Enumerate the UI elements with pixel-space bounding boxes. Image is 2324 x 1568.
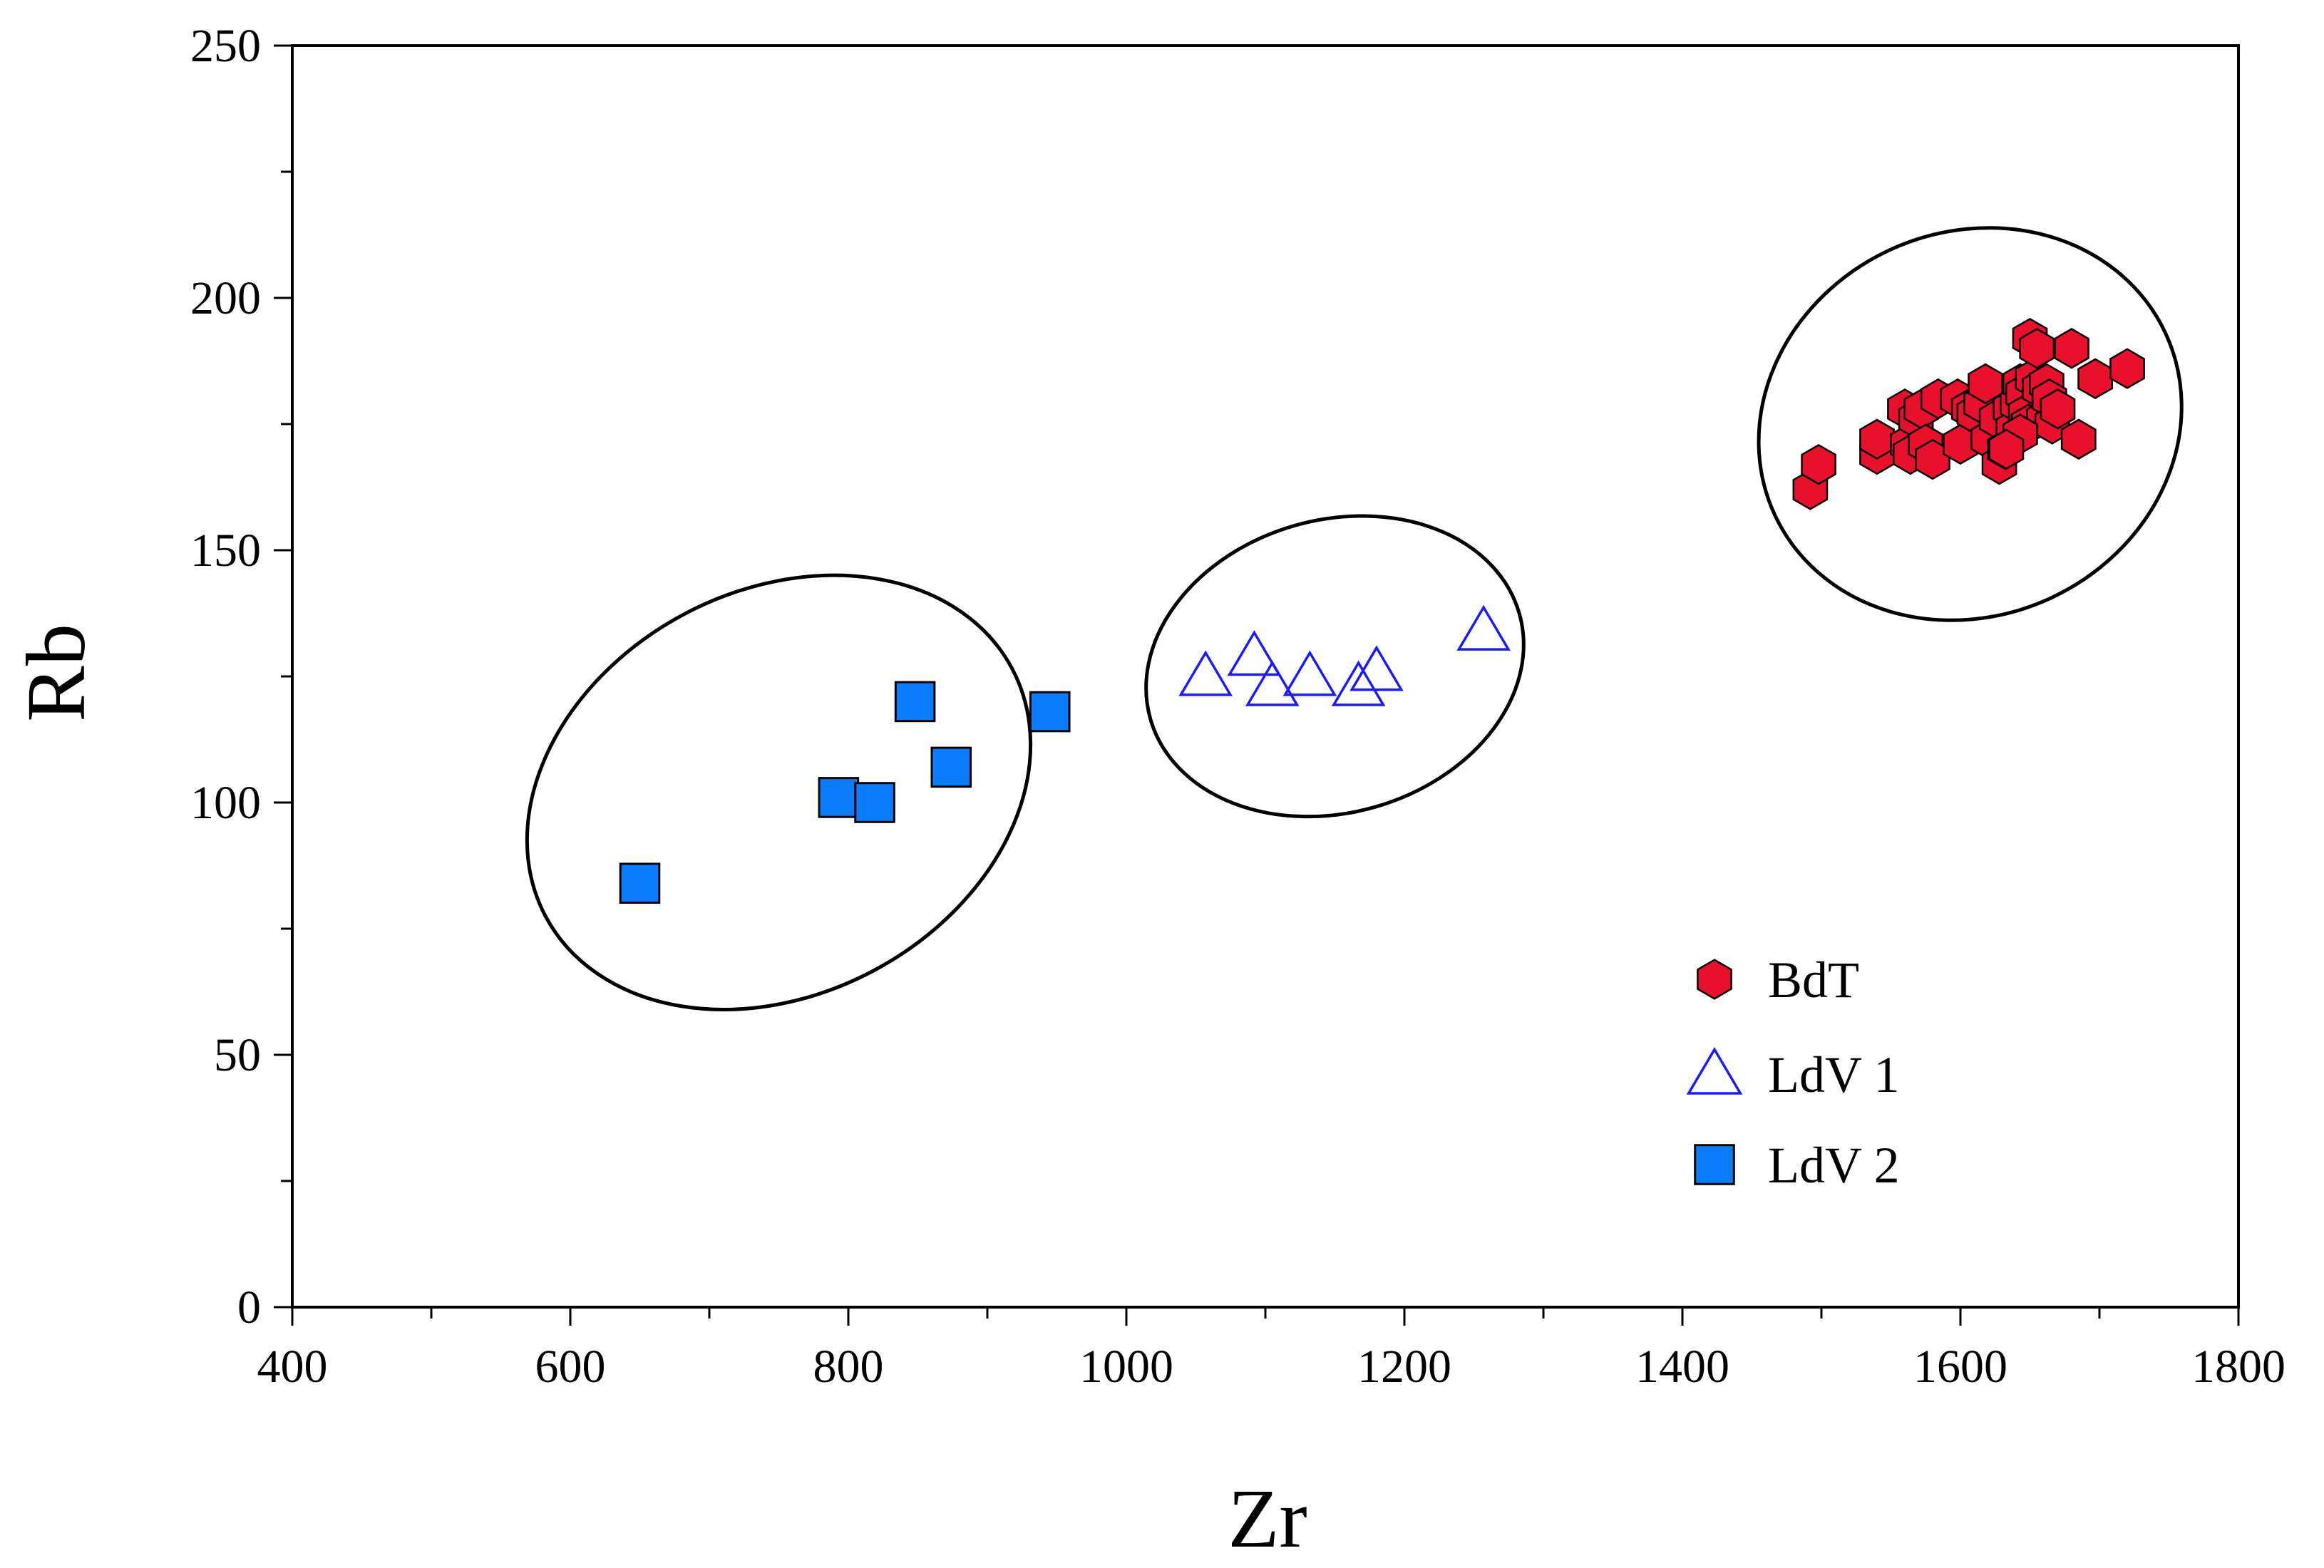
legend-label-bdt: BdT (1768, 951, 1859, 1009)
group-ellipse-ldv-2 (525, 573, 1033, 1011)
point-bdt (1988, 428, 2025, 470)
point-ldv-2 (930, 746, 972, 788)
point-ldv-2 (854, 782, 895, 823)
legend-label-ldv-2: LdV 2 (1768, 1137, 1900, 1194)
x-tick-label: 1600 (1913, 1341, 2007, 1393)
x-tick-label: 400 (257, 1341, 328, 1393)
point-ldv-1 (1456, 604, 1511, 651)
y-tick-label: 200 (190, 272, 261, 324)
y-tick-label: 50 (214, 1029, 261, 1081)
y-tick-label: 150 (190, 525, 261, 577)
y-tick-label: 250 (190, 20, 261, 72)
point-ldv-1 (1331, 660, 1386, 706)
point-ldv-1 (1245, 660, 1300, 706)
series-bdt (1792, 317, 2145, 510)
x-axis-title: Zr (1228, 1472, 1307, 1565)
point-ldv-1 (1227, 630, 1282, 676)
data-points (619, 317, 2145, 904)
point-bdt (2109, 348, 2145, 389)
group-ellipse-ldv-1 (1144, 514, 1526, 819)
point-ldv-2 (818, 777, 860, 818)
point-ldv-2 (894, 681, 936, 723)
x-axis: 400 600 800 1000 1200 1400 1600 1800 (257, 1307, 2286, 1393)
y-tick-label: 100 (190, 777, 261, 829)
point-bdt (1968, 363, 2003, 405)
y-axis: 0 50 100 150 200 250 (190, 20, 292, 1334)
group-ellipse-bdt (1757, 226, 2184, 622)
point-bdt (2060, 418, 2097, 460)
y-axis-title: Rb (9, 624, 103, 722)
y-tick-label: 0 (237, 1281, 261, 1334)
point-bdt (1801, 443, 1836, 485)
point-ldv-2 (619, 862, 661, 904)
point-bdt (2054, 328, 2089, 369)
point-ldv-2 (1029, 691, 1071, 733)
point-ldv-1 (1178, 650, 1233, 696)
series-ldv-2 (619, 681, 1071, 904)
point-bdt (2077, 358, 2114, 400)
x-tick-label: 1400 (1635, 1341, 1729, 1393)
legend-label-ldv-1: LdV 1 (1768, 1046, 1900, 1103)
point-bdt (2019, 328, 2055, 369)
x-tick-label: 600 (535, 1341, 606, 1393)
x-tick-label: 1800 (2191, 1341, 2286, 1393)
x-tick-label: 1200 (1357, 1341, 1451, 1393)
point-bdt (2040, 388, 2076, 430)
x-tick-label: 1000 (1079, 1341, 1173, 1393)
point-bdt (1859, 418, 1895, 460)
legend-marker-ldv-2 (1694, 1144, 1735, 1185)
point-ldv-1 (1349, 645, 1404, 691)
series-ldv-1 (1178, 604, 1511, 706)
legend-marker-ldv-1 (1686, 1046, 1743, 1095)
point-ldv-1 (1282, 650, 1337, 696)
legend: BdT LdV 1 LdV 2 (1686, 951, 1900, 1194)
legend-marker-bdt (1697, 959, 1732, 1000)
x-tick-label: 800 (813, 1341, 884, 1393)
group-ellipses (525, 226, 2184, 1011)
